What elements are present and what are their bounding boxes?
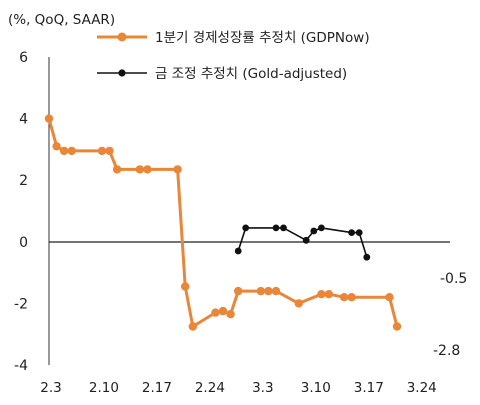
gdpnow-point xyxy=(294,299,303,308)
gdpnow-point xyxy=(385,293,394,302)
x-tick-label: 2.3 xyxy=(40,380,61,396)
gold-adjusted-point xyxy=(348,229,355,237)
legend: 1분기 경제성장률 추정치 (GDPNow) 금 조정 추정치 (Gold-ad… xyxy=(97,30,370,82)
x-tick-label: 3.3 xyxy=(252,380,273,396)
gdpnow-point xyxy=(52,142,61,151)
gold-adjusted-point xyxy=(272,224,280,232)
y-axis-unit-label: (%, QoQ, SAAR) xyxy=(8,12,115,28)
gdpnow-point xyxy=(234,286,243,296)
gdpnow-point xyxy=(143,165,152,174)
annotation-gold-end: -0.5 xyxy=(440,271,467,287)
gdpnow-point xyxy=(392,322,402,331)
x-tick-label: 3.24 xyxy=(407,380,437,396)
gold-adjusted-point xyxy=(318,224,325,232)
gdpnow-point xyxy=(105,146,114,156)
gold-adjusted-point xyxy=(242,224,250,232)
y-tick-label: -4 xyxy=(14,358,28,374)
legend-marker-gold-adjusted xyxy=(118,69,126,77)
gdpnow-point xyxy=(67,146,76,156)
y-tick-label: 2 xyxy=(19,173,28,189)
legend-label-gdpnow: 1분기 경제성장률 추정치 (GDPNow) xyxy=(155,30,370,46)
gdpnow-point xyxy=(339,293,349,302)
gdpnow-point xyxy=(188,322,197,331)
gdpnow-point xyxy=(264,286,273,296)
y-tick-label: 0 xyxy=(19,235,28,251)
legend-marker-gdpnow xyxy=(117,32,127,42)
gdpnow-point xyxy=(256,286,265,296)
gdpnow-point xyxy=(173,165,182,174)
y-tick-label: 6 xyxy=(19,50,28,66)
x-tick-label: 2.10 xyxy=(89,380,119,396)
gdpnow-point xyxy=(324,290,334,299)
x-tick-label: 3.10 xyxy=(301,380,331,396)
gdpnow-point xyxy=(181,282,190,291)
y-tick-label: 4 xyxy=(19,112,28,128)
gdpnow-point xyxy=(112,165,122,174)
series-layer xyxy=(44,114,402,331)
y-tick-label: -2 xyxy=(14,296,28,312)
y-tick-labels: 6 4 2 0 -2 -4 xyxy=(14,50,28,374)
gold-adjusted-point xyxy=(310,227,318,235)
gdpnow-point xyxy=(211,308,220,317)
gold-adjusted-point xyxy=(234,247,242,255)
x-tick-label: 3.17 xyxy=(354,380,384,396)
x-tick-label: 2.17 xyxy=(142,380,172,396)
gdpnow-point xyxy=(226,310,235,319)
gdpnow-point xyxy=(317,290,326,299)
gdpnow-point xyxy=(97,146,107,156)
gdpnow-point xyxy=(347,293,356,302)
gdpnow-point xyxy=(59,146,69,156)
gdpnow-point xyxy=(135,165,144,174)
gold-adjusted-point xyxy=(280,224,287,232)
gold-adjusted-point xyxy=(302,236,310,244)
gold-adjusted-point xyxy=(363,253,371,261)
x-tick-labels: 2.3 2.10 2.17 2.24 3.3 3.10 3.17 3.24 xyxy=(40,380,437,396)
legend-label-gold-adjusted: 금 조정 추정치 (Gold-adjusted) xyxy=(155,66,347,82)
gold-adjusted-point xyxy=(355,229,363,237)
gdpnow-point xyxy=(44,114,54,123)
gdpnow-point xyxy=(218,306,228,316)
gold-adjusted-series-line xyxy=(237,227,368,258)
annotation-gdpnow-end: -2.8 xyxy=(433,343,460,359)
gdpnow-point xyxy=(271,286,281,296)
x-tick-label: 2.24 xyxy=(195,380,225,396)
